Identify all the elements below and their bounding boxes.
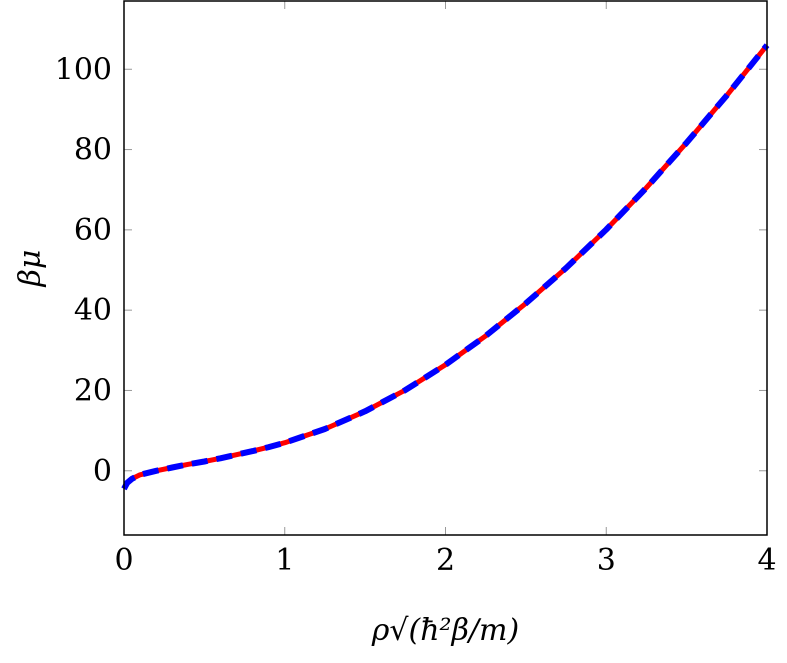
axis-ticks [123, 1, 768, 535]
y-tick-label: 40 [74, 293, 112, 328]
x-tick-label: 4 [757, 543, 776, 578]
x-tick-label: 1 [275, 543, 294, 578]
x-axis-label: ρ√(ħ²β/m) [371, 613, 519, 648]
series-line-2 [121, 43, 770, 491]
x-tick-label: 3 [597, 543, 616, 578]
y-axis-label: βμ [13, 250, 48, 288]
y-tick-label: 100 [55, 52, 112, 87]
plot-frame [123, 0, 768, 536]
series-line-1 [121, 43, 769, 490]
y-tick-label: 60 [74, 213, 112, 248]
y-tick-label: 0 [93, 454, 112, 489]
series-layer [121, 43, 770, 491]
x-tick-label: 2 [436, 543, 455, 578]
y-tick-label: 80 [74, 133, 112, 168]
y-tick-label: 20 [74, 373, 112, 408]
x-tick-label: 0 [114, 543, 133, 578]
